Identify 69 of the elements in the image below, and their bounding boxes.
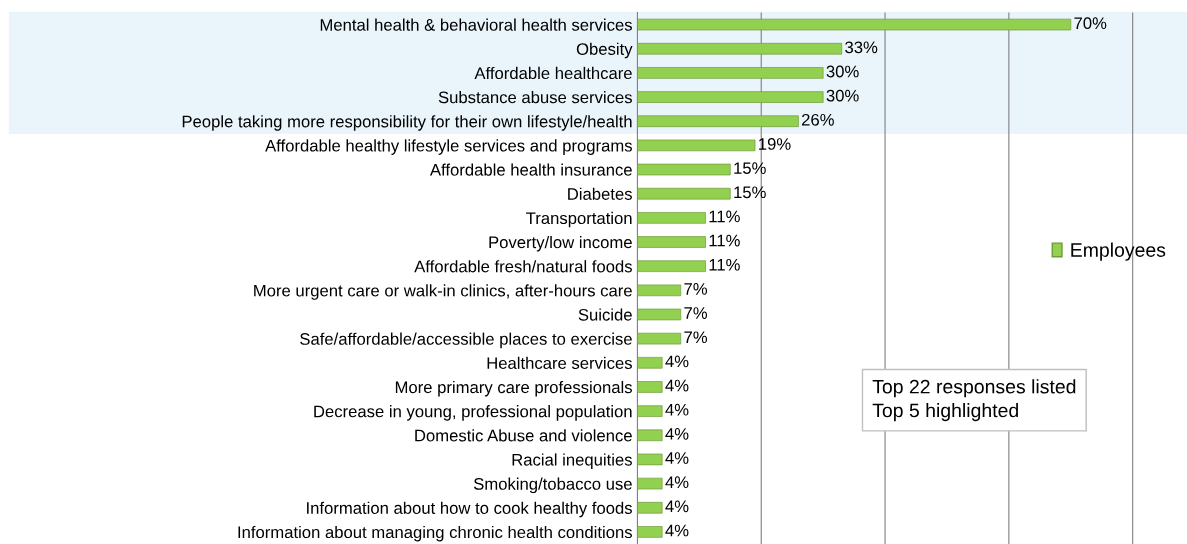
bar xyxy=(637,260,706,272)
data-label: 7% xyxy=(684,307,708,319)
data-label: 11% xyxy=(709,234,740,247)
data-label: 26% xyxy=(801,113,834,126)
y-tick-label: Domestic Abuse and violence xyxy=(415,429,632,442)
data-label: 4% xyxy=(665,379,689,392)
data-label: 19% xyxy=(759,138,791,150)
data-label: 7% xyxy=(684,331,708,344)
data-label: 4% xyxy=(665,524,689,537)
bar xyxy=(637,163,731,176)
y-tick-label: Racial inequities xyxy=(512,453,632,469)
bar xyxy=(637,115,799,128)
y-tick-label: Diabetes xyxy=(568,187,632,200)
y-tick-label: Substance abuse services xyxy=(438,91,632,104)
bar xyxy=(637,429,663,442)
y-tick-label: Safe/affordable/accessible places to exercise xyxy=(300,332,632,349)
data-label: 30% xyxy=(826,89,859,102)
bar xyxy=(637,453,663,466)
annotation: Top 22 responses listed xyxy=(872,379,1076,398)
legend-label: Employees xyxy=(1071,242,1166,261)
y-tick-label: More primary care professionals xyxy=(395,380,632,397)
bar xyxy=(637,405,663,417)
y-tick-label: Obesity xyxy=(576,42,633,59)
bar xyxy=(637,284,682,297)
data-label: 4% xyxy=(665,476,689,489)
data-label: 11% xyxy=(709,210,740,223)
data-label: 4% xyxy=(665,452,689,464)
y-tick-label: Decrease in young, professional population xyxy=(314,405,632,421)
bar xyxy=(637,308,682,321)
y-tick-label: Affordable health insurance xyxy=(429,163,632,176)
data-label: 70% xyxy=(1074,17,1107,30)
y-tick-label: Affordable healthy lifestyle services and programs xyxy=(265,139,632,155)
data-label: 7% xyxy=(684,283,708,295)
bar xyxy=(637,236,706,248)
data-label: 4% xyxy=(665,355,689,368)
bar xyxy=(637,42,843,55)
bar xyxy=(637,477,663,490)
bar xyxy=(637,501,663,514)
y-tick-label: Smoking/tobacco use xyxy=(473,477,632,494)
data-label: 33% xyxy=(845,41,878,54)
bar xyxy=(637,212,706,224)
y-tick-label: Suicide xyxy=(578,308,632,321)
bar xyxy=(637,139,756,152)
y-tick-label: Affordable fresh/natural foods xyxy=(414,260,632,273)
bar xyxy=(637,526,663,538)
y-tick-label: People taking more responsibility for their own lifestyle/health xyxy=(182,115,632,131)
y-tick-label: More urgent care or walk-in clinics, after-hours care xyxy=(254,284,632,300)
y-tick-label: Information about managing chronic health conditions xyxy=(238,525,632,542)
bar xyxy=(637,381,663,393)
bar xyxy=(637,91,824,103)
bar xyxy=(637,332,682,345)
y-tick-label: Information about how to cook healthy foods xyxy=(307,501,632,518)
y-tick-label: Mental health & behavioral health services xyxy=(320,18,632,31)
data-label: 4% xyxy=(665,428,689,440)
data-label: 15% xyxy=(734,186,766,199)
bar xyxy=(637,357,663,369)
data-label: 30% xyxy=(826,65,859,78)
bar xyxy=(637,67,824,79)
y-tick-label: Healthcare services xyxy=(487,356,632,370)
y-tick-label: Affordable healthcare xyxy=(474,66,632,80)
data-label: 4% xyxy=(665,500,689,513)
y-tick-label: Transportation xyxy=(526,211,632,228)
data-label: 15% xyxy=(734,162,766,175)
bar xyxy=(637,18,1072,31)
annotation: Top 5 highlighted xyxy=(872,403,1018,422)
data-label: 4% xyxy=(665,403,689,416)
bar xyxy=(637,187,731,200)
data-label: 11% xyxy=(709,258,740,271)
y-tick-label: Poverty/low income xyxy=(489,235,632,252)
